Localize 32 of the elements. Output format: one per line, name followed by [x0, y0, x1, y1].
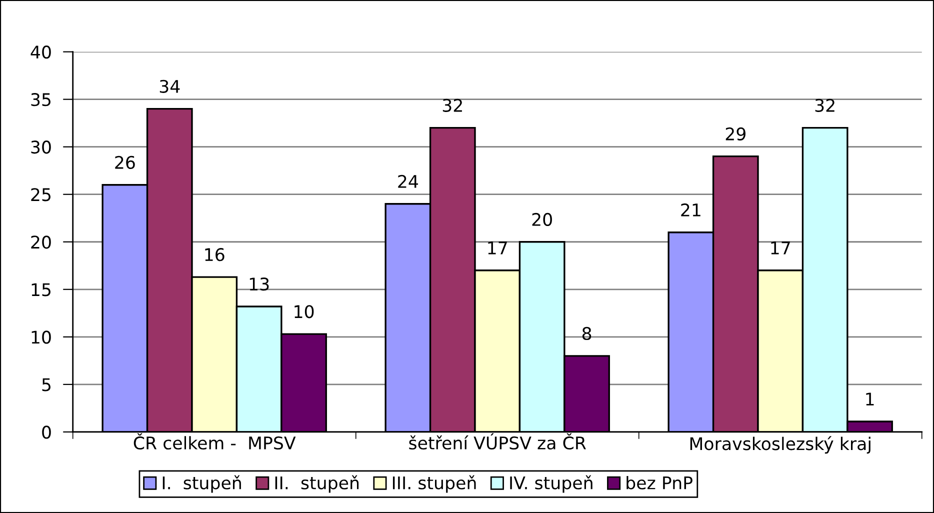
data-label: 26: [115, 156, 135, 169]
data-label: 21: [681, 203, 700, 216]
data-label: 20: [532, 212, 552, 226]
data-label: 1: [866, 392, 874, 406]
y-tick-label: 0: [42, 426, 51, 439]
data-label: 34: [160, 80, 180, 93]
x-tick-label: Moravskoslezský kraj: [690, 436, 870, 454]
data-label: 10: [294, 305, 314, 318]
data-label: 16: [205, 248, 224, 262]
data-label: 8: [582, 326, 592, 340]
x-tick-label: ČR celkem - MPSV: [134, 433, 296, 450]
y-tick-label: 10: [32, 330, 51, 344]
data-label: 32: [815, 98, 834, 112]
legend-label: IV. stupeň: [510, 475, 592, 493]
y-tick-label: 35: [31, 93, 50, 106]
data-label: 29: [726, 127, 746, 140]
data-label: 24: [398, 174, 418, 188]
data-label: 13: [250, 278, 269, 291]
y-tick-label: 40: [30, 46, 51, 59]
legend-label: III. stupeň: [392, 475, 476, 493]
legend-label: II. stupeň: [275, 475, 359, 493]
y-tick-label: 20: [31, 236, 51, 249]
y-tick-label: 15: [32, 283, 50, 296]
y-tick-label: 30: [31, 140, 51, 154]
data-label: 17: [771, 242, 790, 254]
data-label: 17: [488, 242, 507, 254]
y-tick-label: 25: [31, 188, 50, 202]
legend-label: I. stupeň: [162, 475, 241, 493]
x-tick-label: šetření VÚPSV za ČR: [409, 433, 586, 450]
legend-label: bez PnP: [626, 476, 692, 490]
data-label: 32: [442, 98, 462, 112]
y-tick-label: 5: [42, 378, 50, 392]
